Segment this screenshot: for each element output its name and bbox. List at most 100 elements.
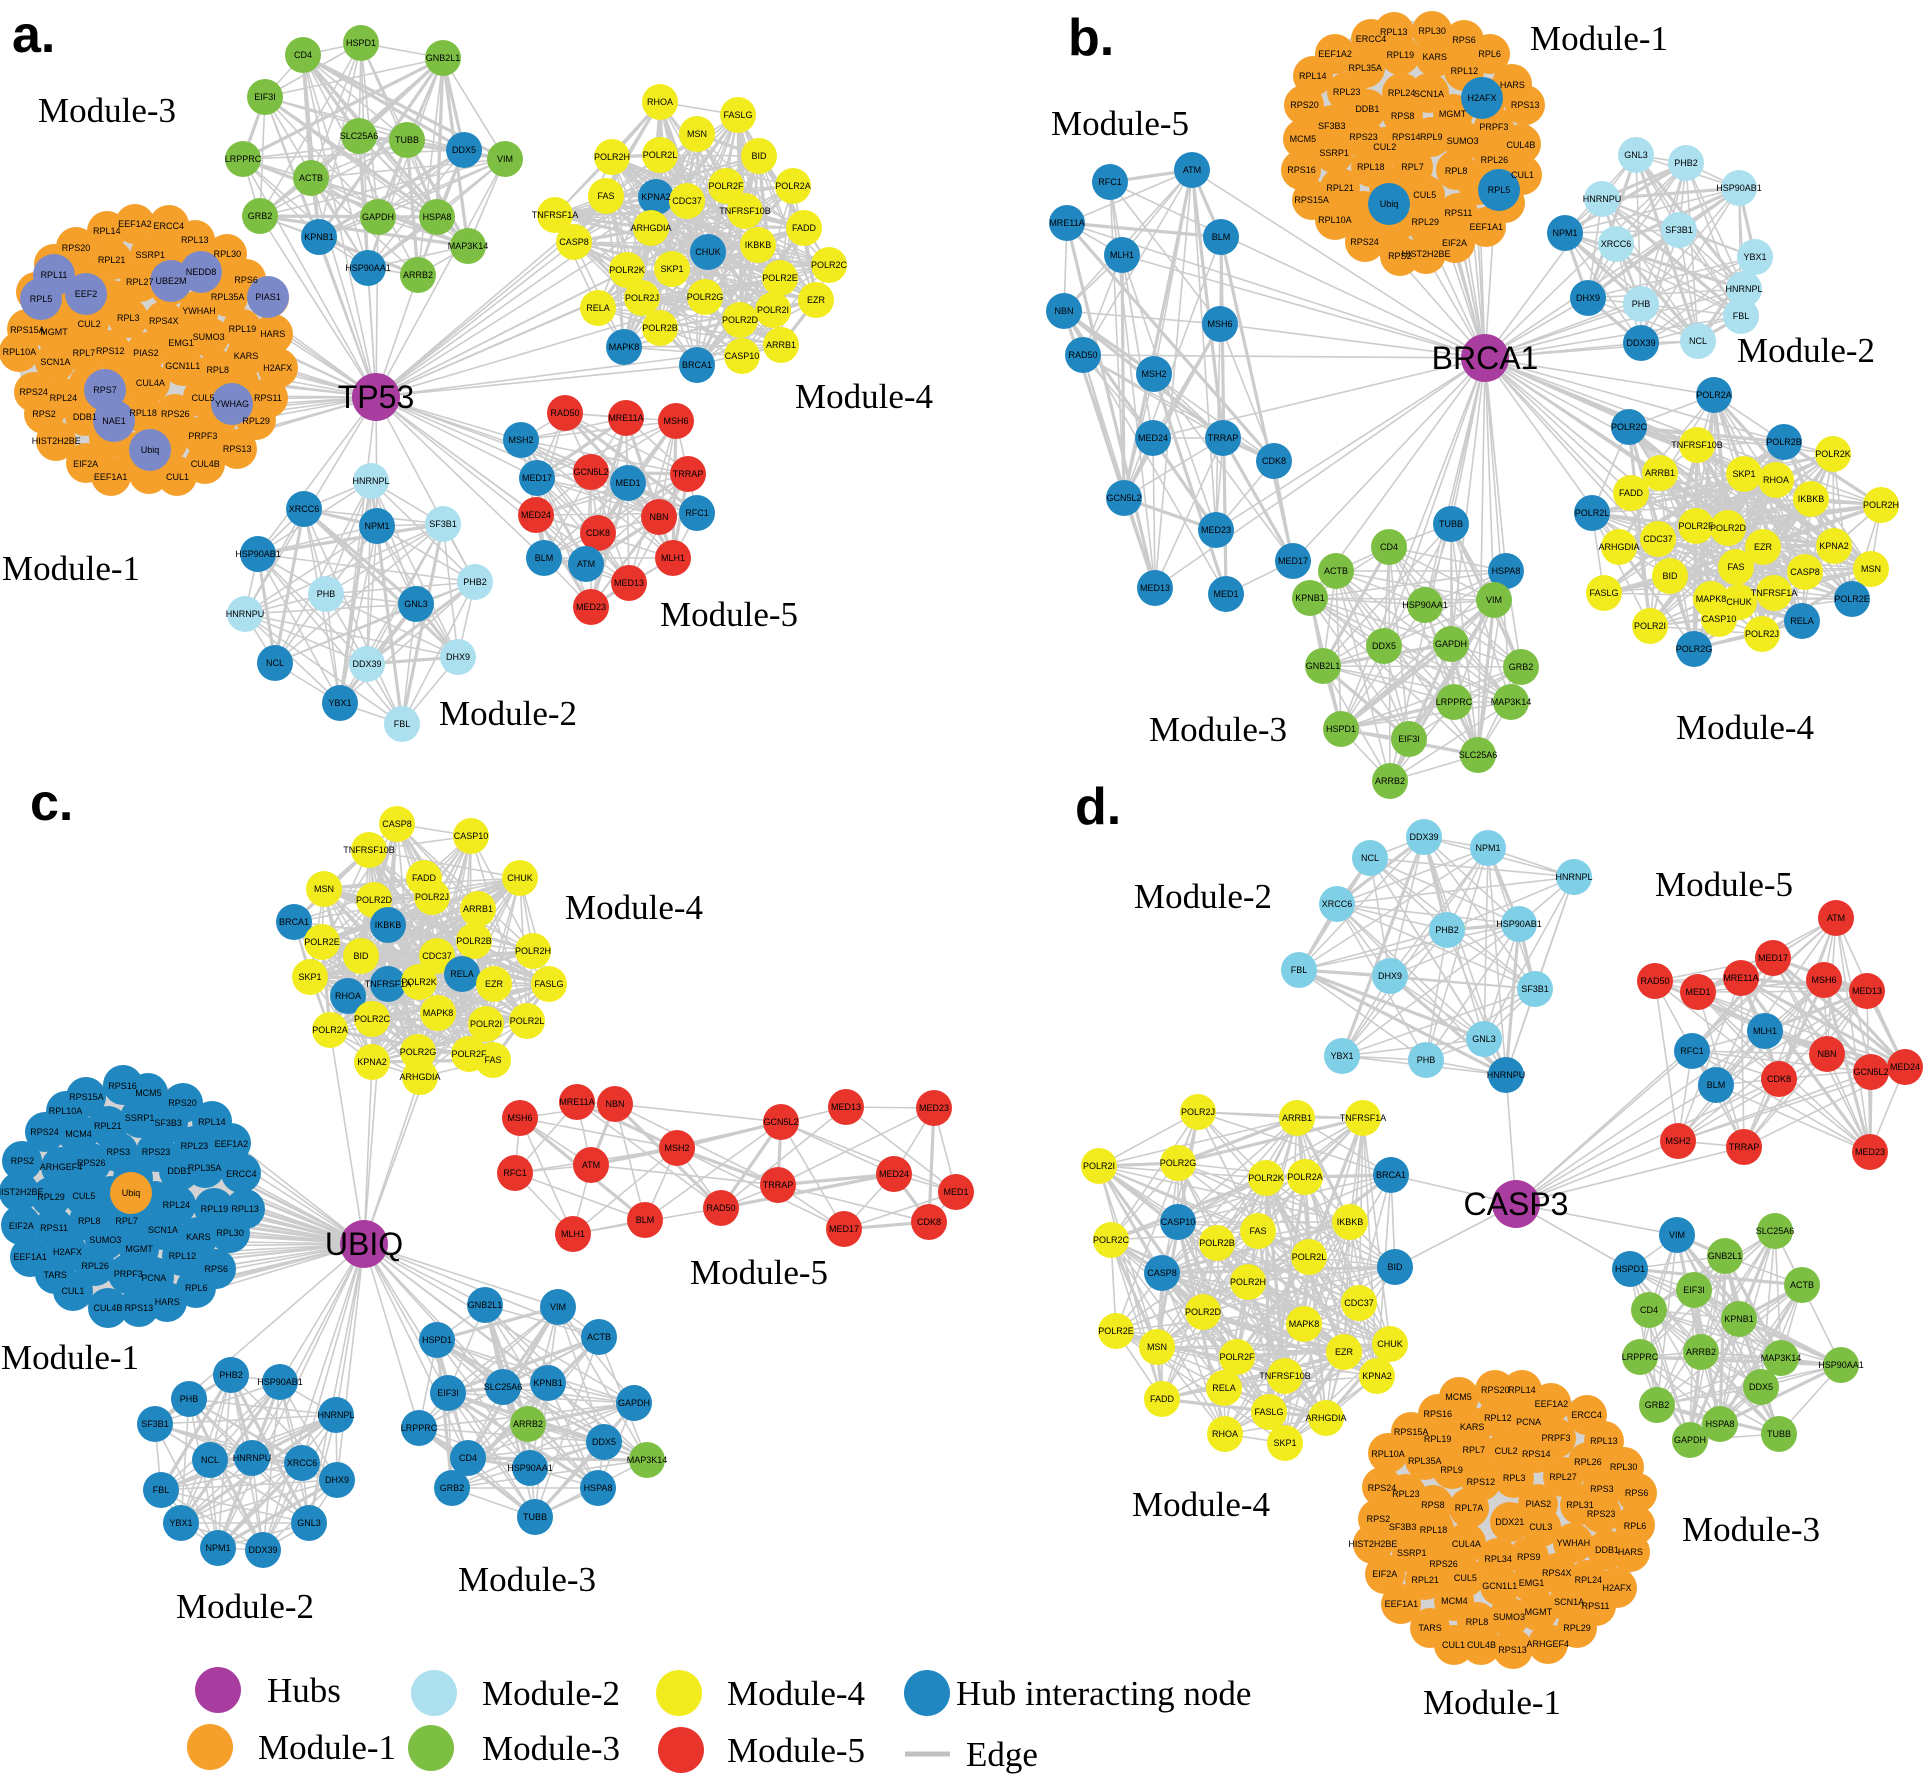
svg-text:EEF1A1: EEF1A1 — [94, 472, 128, 482]
svg-text:HIST2H2BE: HIST2H2BE — [32, 436, 81, 446]
svg-text:PRPF3: PRPF3 — [114, 1269, 143, 1279]
svg-text:Module-2: Module-2 — [1134, 877, 1272, 916]
svg-text:DHX9: DHX9 — [1378, 971, 1402, 981]
svg-text:GCN5L2: GCN5L2 — [1853, 1067, 1888, 1077]
svg-text:RPL5: RPL5 — [1488, 185, 1511, 195]
svg-text:SF3B1: SF3B1 — [429, 519, 457, 529]
svg-text:SCN1A: SCN1A — [1554, 1597, 1584, 1607]
svg-text:RPS2: RPS2 — [1367, 1514, 1391, 1524]
svg-text:DDX5: DDX5 — [1749, 1382, 1773, 1392]
svg-text:EIF2A: EIF2A — [73, 459, 98, 469]
svg-text:RPL10A: RPL10A — [1371, 1449, 1405, 1459]
svg-text:FAS: FAS — [1249, 1226, 1266, 1236]
svg-text:RPS24: RPS24 — [30, 1127, 59, 1137]
svg-text:RHOA: RHOA — [1763, 475, 1789, 485]
svg-text:Module-5: Module-5 — [1655, 865, 1793, 904]
svg-text:RPS6: RPS6 — [1452, 35, 1476, 45]
svg-text:GNL3: GNL3 — [1624, 150, 1648, 160]
svg-text:RPL23: RPL23 — [1333, 87, 1361, 97]
svg-text:ACTB: ACTB — [1790, 1280, 1814, 1290]
svg-text:BLM: BLM — [636, 1215, 655, 1225]
svg-text:CD4: CD4 — [459, 1453, 477, 1463]
svg-text:GNL3: GNL3 — [404, 599, 428, 609]
svg-text:RPS6: RPS6 — [234, 275, 258, 285]
svg-text:MED23: MED23 — [1855, 1147, 1885, 1157]
svg-text:POLR2L: POLR2L — [1575, 508, 1610, 518]
svg-text:POLR2I: POLR2I — [1083, 1161, 1115, 1171]
svg-text:MCM5: MCM5 — [1290, 134, 1317, 144]
svg-text:RPL34: RPL34 — [1484, 1554, 1512, 1564]
svg-text:MAPK8: MAPK8 — [1696, 594, 1727, 604]
svg-text:HNRNPU: HNRNPU — [226, 609, 265, 619]
svg-text:RPL5: RPL5 — [30, 294, 53, 304]
svg-text:KARS: KARS — [1460, 1422, 1485, 1432]
svg-text:RPS12: RPS12 — [96, 346, 125, 356]
svg-text:TUBB: TUBB — [523, 1512, 547, 1522]
svg-text:GAPDH: GAPDH — [1674, 1435, 1706, 1445]
svg-text:HSP90AB1: HSP90AB1 — [1716, 183, 1762, 193]
svg-text:GRB2: GRB2 — [440, 1483, 465, 1493]
svg-text:BID: BID — [751, 151, 767, 161]
svg-text:RPS13: RPS13 — [1511, 100, 1540, 110]
svg-text:Ubiq: Ubiq — [141, 445, 160, 455]
svg-text:POLR2H: POLR2H — [594, 152, 630, 162]
svg-text:RPL14: RPL14 — [93, 226, 121, 236]
svg-text:RPS13: RPS13 — [1498, 1645, 1527, 1655]
svg-text:KPNA2: KPNA2 — [1362, 1371, 1392, 1381]
svg-text:SF3B3: SF3B3 — [1389, 1522, 1417, 1532]
svg-text:HSPD1: HSPD1 — [346, 38, 376, 48]
svg-text:PIAS1: PIAS1 — [255, 292, 281, 302]
svg-text:Module-3: Module-3 — [38, 91, 176, 130]
svg-text:NCL: NCL — [201, 1455, 219, 1465]
svg-text:ATM: ATM — [577, 559, 595, 569]
svg-text:FBL: FBL — [394, 719, 411, 729]
svg-text:POLR2G: POLR2G — [1676, 644, 1713, 654]
svg-text:HARS: HARS — [260, 329, 285, 339]
svg-text:POLR2I: POLR2I — [470, 1019, 502, 1029]
svg-text:KPNA2: KPNA2 — [357, 1057, 387, 1067]
svg-text:FASLG: FASLG — [534, 979, 563, 989]
svg-text:TRRAP: TRRAP — [673, 469, 704, 479]
svg-text:VIM: VIM — [1669, 1230, 1685, 1240]
svg-text:POLR2C: POLR2C — [354, 1014, 391, 1024]
svg-text:a.: a. — [12, 6, 55, 64]
svg-text:NPM1: NPM1 — [205, 1543, 230, 1553]
svg-text:RPL21: RPL21 — [1411, 1575, 1439, 1585]
svg-text:POLR2B: POLR2B — [1199, 1238, 1235, 1248]
svg-text:PHB2: PHB2 — [1435, 925, 1459, 935]
svg-text:IKBKB: IKBKB — [375, 920, 402, 930]
svg-text:RPS2: RPS2 — [1388, 251, 1412, 261]
svg-text:RFC1: RFC1 — [1680, 1046, 1704, 1056]
svg-text:DDB1: DDB1 — [1595, 1545, 1619, 1555]
svg-text:PHB2: PHB2 — [219, 1370, 243, 1380]
svg-text:RPS14: RPS14 — [1522, 1449, 1551, 1459]
svg-text:HSP90AA1: HSP90AA1 — [1818, 1360, 1864, 1370]
svg-text:NBN: NBN — [649, 512, 668, 522]
svg-text:YBX1: YBX1 — [1330, 1051, 1353, 1061]
svg-text:DHX9: DHX9 — [446, 652, 470, 662]
svg-text:POLR2G: POLR2G — [400, 1047, 437, 1057]
svg-text:RPL35A: RPL35A — [188, 1163, 222, 1173]
svg-text:CUL1: CUL1 — [1511, 170, 1534, 180]
svg-text:RPL9: RPL9 — [1440, 1465, 1463, 1475]
svg-text:SUMO3: SUMO3 — [193, 332, 225, 342]
svg-text:MGMT: MGMT — [40, 327, 68, 337]
svg-text:MED13: MED13 — [1140, 583, 1170, 593]
svg-text:HSPD1: HSPD1 — [1615, 1264, 1645, 1274]
svg-text:RPL23: RPL23 — [181, 1141, 209, 1151]
svg-text:PCNA: PCNA — [1516, 1417, 1541, 1427]
svg-text:MED17: MED17 — [522, 473, 552, 483]
svg-text:SKP1: SKP1 — [660, 264, 683, 274]
svg-text:PIAS2: PIAS2 — [1526, 1499, 1552, 1509]
svg-text:POLR2F: POLR2F — [1219, 1352, 1255, 1362]
svg-text:RPS9: RPS9 — [1517, 1552, 1541, 1562]
svg-text:H2AFX: H2AFX — [1602, 1583, 1631, 1593]
svg-text:FBL: FBL — [1733, 311, 1750, 321]
svg-text:EEF1A2: EEF1A2 — [1318, 49, 1352, 59]
svg-text:CUL5: CUL5 — [72, 1191, 95, 1201]
svg-text:RPL8: RPL8 — [1445, 166, 1468, 176]
svg-text:RPS15A: RPS15A — [69, 1092, 104, 1102]
svg-text:H2AFX: H2AFX — [1467, 93, 1496, 103]
svg-text:POLR2F: POLR2F — [451, 1049, 487, 1059]
svg-text:ARHGDIA: ARHGDIA — [630, 223, 671, 233]
